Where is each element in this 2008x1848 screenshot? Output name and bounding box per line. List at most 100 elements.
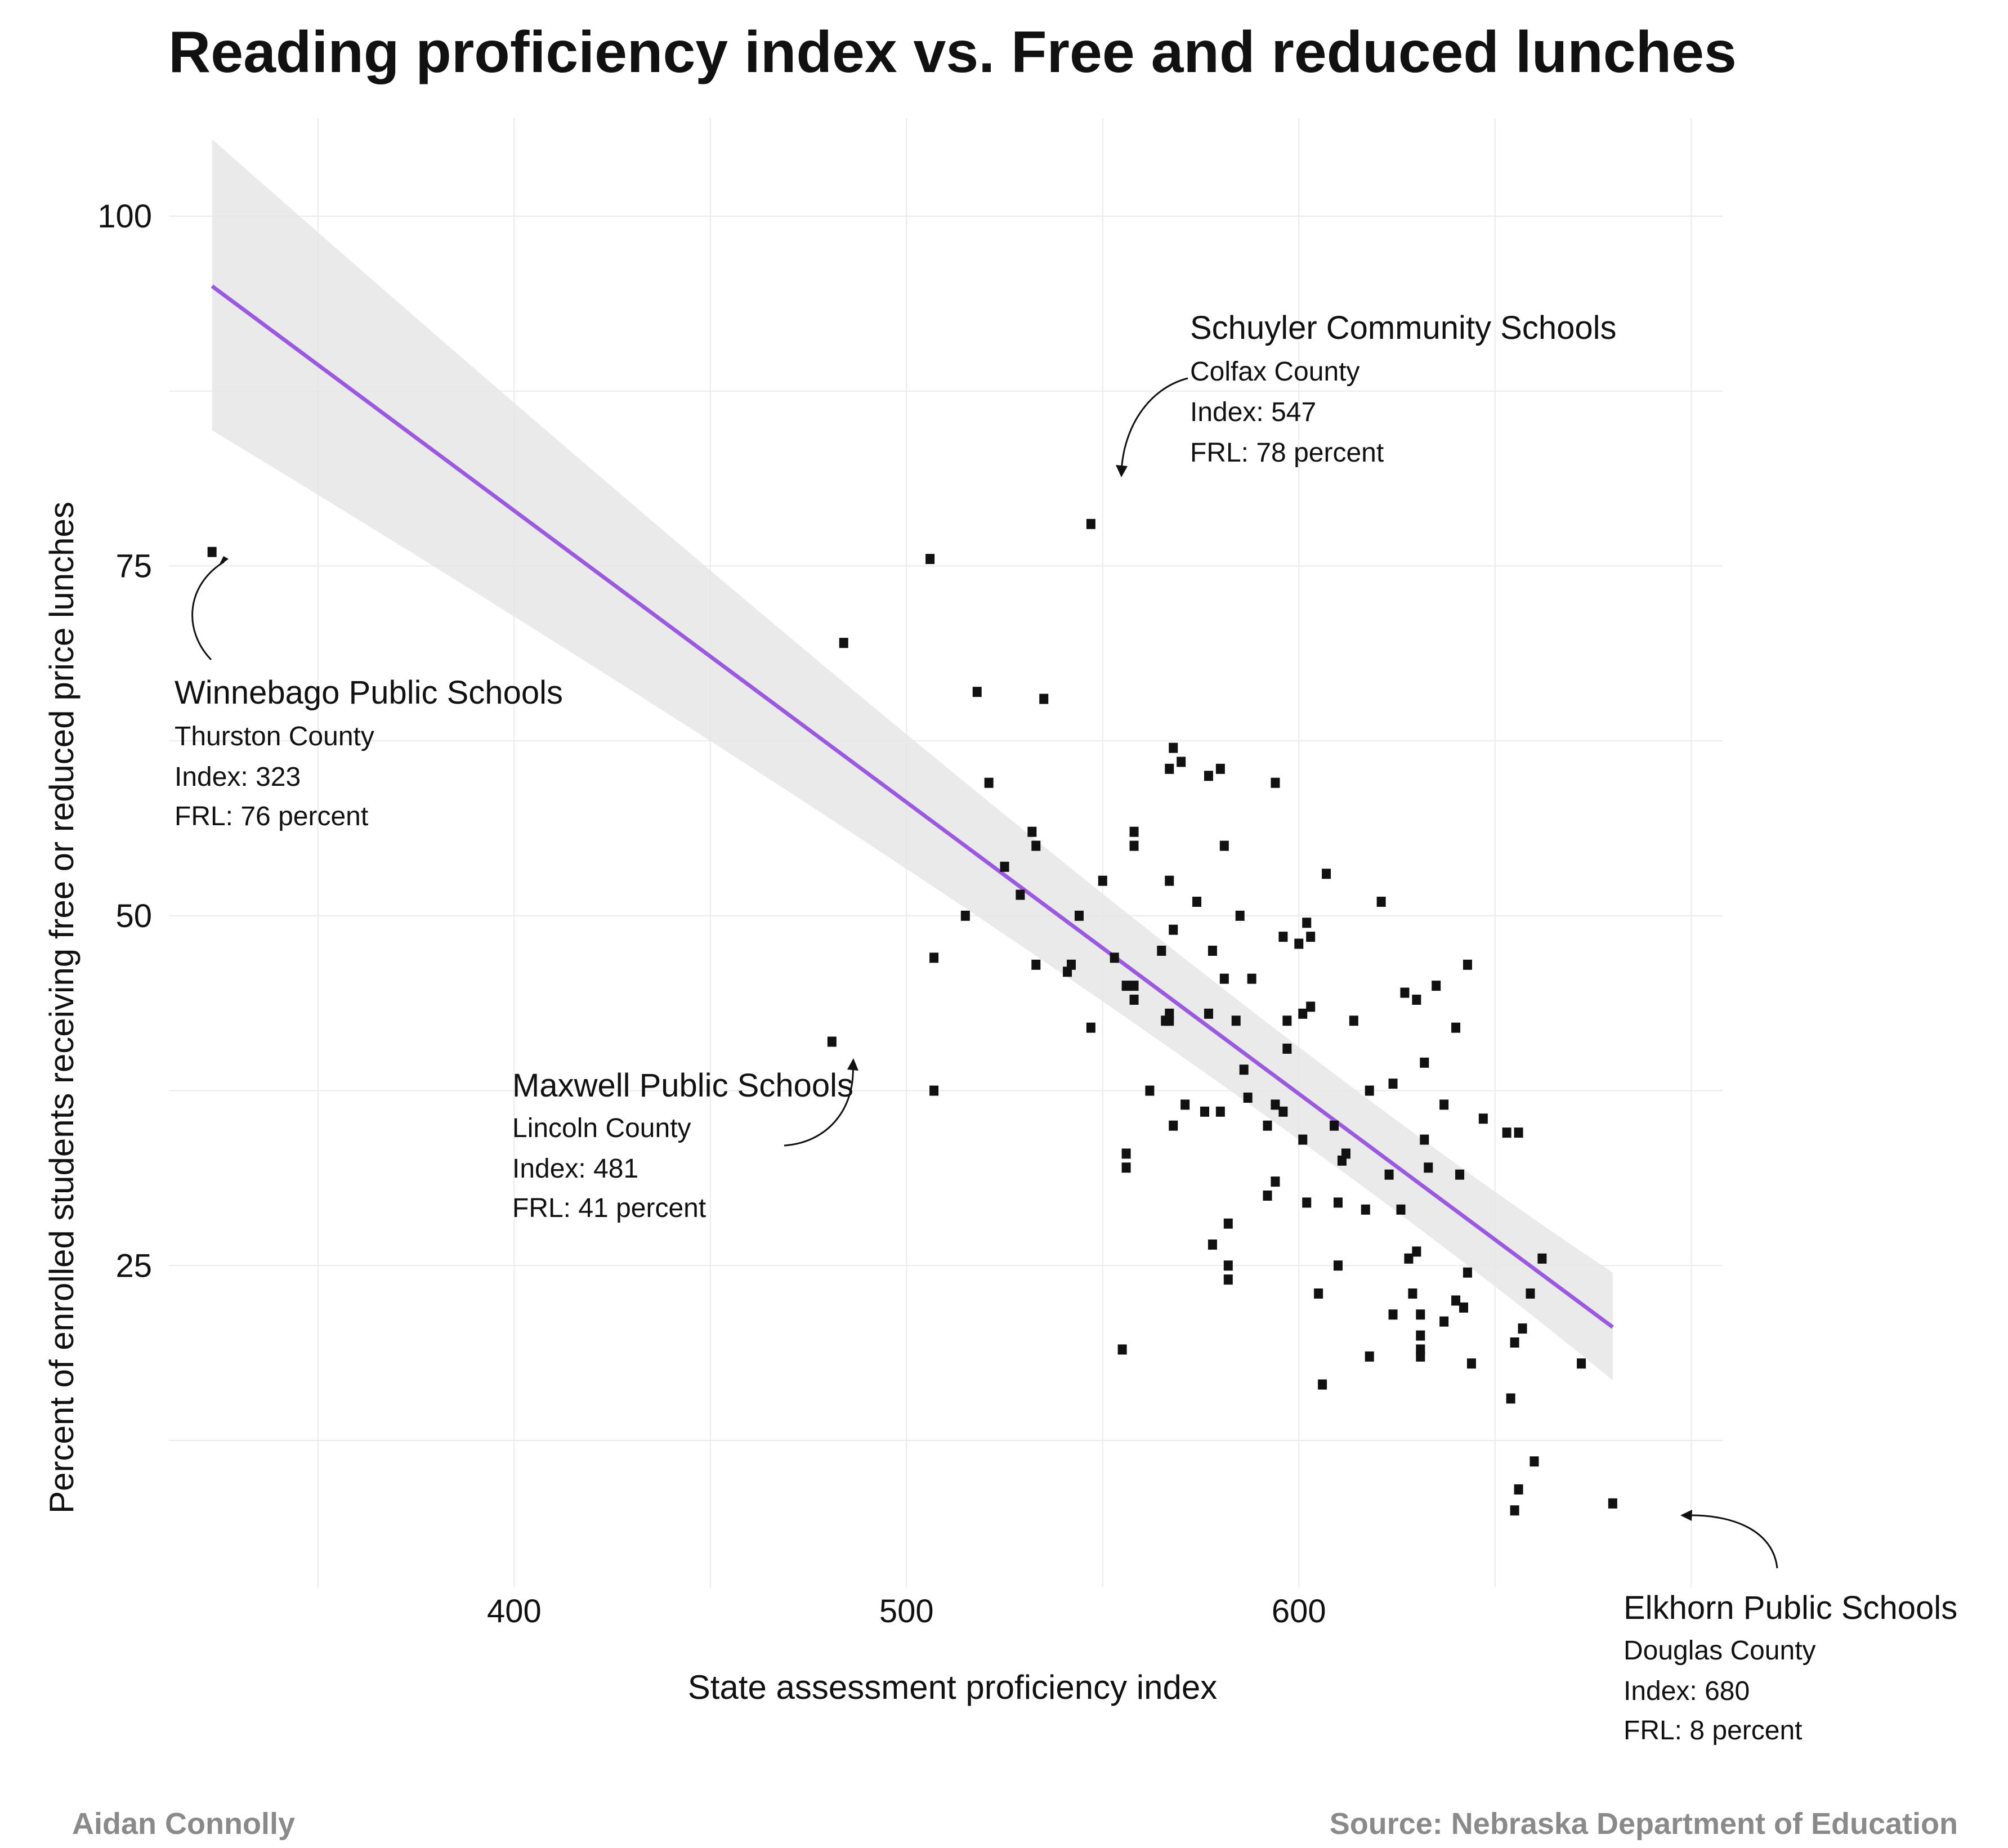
data-point bbox=[1333, 1260, 1343, 1271]
data-point bbox=[1349, 1015, 1358, 1026]
trend-line bbox=[211, 284, 1614, 1329]
data-point bbox=[1243, 1093, 1253, 1103]
data-point bbox=[1416, 1344, 1425, 1355]
data-point bbox=[1384, 1169, 1394, 1180]
data-point bbox=[207, 547, 217, 557]
annotation-index: Index: 323 bbox=[175, 762, 301, 792]
data-point bbox=[1165, 875, 1174, 886]
data-point bbox=[1451, 1022, 1461, 1033]
author-credit: Aidan Connolly bbox=[72, 1807, 295, 1841]
data-point bbox=[1510, 1505, 1519, 1516]
data-point bbox=[1192, 897, 1202, 907]
data-point bbox=[1247, 973, 1256, 984]
annotation-schuyler: Schuyler Community Schools Colfax County… bbox=[1116, 310, 1617, 477]
data-point bbox=[1157, 946, 1166, 956]
source-credit: Source: Nebraska Department of Education bbox=[1330, 1807, 1958, 1841]
annotation-arrow-winnebago bbox=[191, 561, 225, 661]
x-tick-label: 400 bbox=[487, 1593, 542, 1630]
data-point bbox=[1416, 1309, 1425, 1320]
data-point bbox=[1306, 932, 1316, 942]
annotation-maxwell: Maxwell Public Schools Lincoln County In… bbox=[512, 1058, 858, 1223]
arrowhead-winnebago bbox=[218, 556, 229, 566]
data-point bbox=[984, 777, 994, 788]
data-point bbox=[1330, 1120, 1339, 1131]
data-point bbox=[1117, 1344, 1127, 1355]
data-point bbox=[1067, 959, 1076, 970]
data-point bbox=[1263, 1120, 1272, 1131]
annotation-frl: FRL: 78 percent bbox=[1190, 438, 1384, 468]
data-point bbox=[1121, 981, 1131, 991]
data-point bbox=[1333, 1197, 1343, 1208]
data-point bbox=[1365, 1351, 1374, 1362]
data-point bbox=[1165, 1015, 1174, 1026]
data-point bbox=[1165, 763, 1174, 774]
data-point bbox=[1404, 1253, 1414, 1264]
y-tick-label: 50 bbox=[115, 898, 152, 934]
y-tick-label: 75 bbox=[115, 548, 152, 584]
data-point bbox=[1439, 1316, 1449, 1327]
data-point bbox=[1432, 981, 1441, 991]
data-point bbox=[1463, 1267, 1472, 1278]
data-point bbox=[1400, 987, 1410, 998]
data-point bbox=[1027, 826, 1037, 837]
annotation-arrow-maxwell bbox=[784, 1063, 854, 1147]
annotation-name: Schuyler Community Schools bbox=[1190, 310, 1617, 346]
data-point bbox=[1577, 1358, 1586, 1369]
data-points bbox=[207, 518, 1617, 1516]
data-point bbox=[1463, 959, 1472, 970]
data-point bbox=[1514, 1127, 1523, 1138]
data-point bbox=[1302, 918, 1312, 928]
annotation-county: Lincoln County bbox=[512, 1113, 691, 1143]
data-point bbox=[1341, 1148, 1350, 1159]
data-point bbox=[1204, 1008, 1213, 1019]
data-point bbox=[1000, 861, 1009, 872]
annotation-frl: FRL: 76 percent bbox=[175, 802, 368, 831]
data-point bbox=[839, 638, 848, 648]
data-point bbox=[1298, 1134, 1308, 1145]
data-point bbox=[1318, 1379, 1327, 1390]
y-tick-label: 25 bbox=[115, 1247, 152, 1284]
annotation-name: Elkhorn Public Schools bbox=[1624, 1590, 1957, 1626]
data-point bbox=[1388, 1079, 1398, 1089]
data-point bbox=[1396, 1204, 1406, 1215]
data-point bbox=[1388, 1309, 1398, 1320]
data-point bbox=[1177, 757, 1186, 767]
data-point bbox=[1526, 1288, 1535, 1299]
data-point bbox=[1478, 1113, 1488, 1124]
data-point bbox=[1518, 1323, 1527, 1334]
data-point bbox=[1416, 1330, 1425, 1341]
data-point bbox=[1278, 1106, 1288, 1117]
data-point bbox=[1271, 1176, 1280, 1187]
data-point bbox=[1282, 1015, 1292, 1026]
annotation-name: Maxwell Public Schools bbox=[512, 1067, 853, 1104]
data-point bbox=[1455, 1169, 1465, 1180]
data-point bbox=[1129, 840, 1139, 851]
data-point bbox=[1086, 1022, 1095, 1033]
data-point bbox=[1537, 1253, 1547, 1264]
annotation-index: Index: 547 bbox=[1190, 397, 1316, 427]
data-point bbox=[929, 1085, 939, 1096]
data-point bbox=[1314, 1288, 1323, 1299]
annotation-frl: FRL: 41 percent bbox=[512, 1193, 706, 1223]
data-point bbox=[1208, 946, 1217, 956]
data-point bbox=[1086, 518, 1095, 529]
data-point bbox=[1263, 1191, 1272, 1201]
annotation-winnebago: Winnebago Public Schools Thurston County… bbox=[175, 556, 563, 831]
arrowhead-maxwell bbox=[847, 1058, 858, 1071]
data-point bbox=[1298, 1008, 1308, 1019]
data-point bbox=[1459, 1302, 1468, 1313]
data-point bbox=[1271, 777, 1280, 788]
data-point bbox=[1031, 840, 1041, 851]
data-point bbox=[1420, 1057, 1429, 1068]
data-point bbox=[1200, 1106, 1209, 1117]
data-point bbox=[1208, 1240, 1217, 1250]
data-point bbox=[1302, 1197, 1312, 1208]
annotation-index: Index: 680 bbox=[1624, 1676, 1750, 1706]
annotation-name: Winnebago Public Schools bbox=[175, 674, 563, 711]
data-point bbox=[1408, 1288, 1417, 1299]
data-point bbox=[1530, 1456, 1539, 1467]
data-point bbox=[1031, 959, 1041, 970]
data-point bbox=[1514, 1484, 1523, 1494]
data-point bbox=[1098, 875, 1107, 886]
